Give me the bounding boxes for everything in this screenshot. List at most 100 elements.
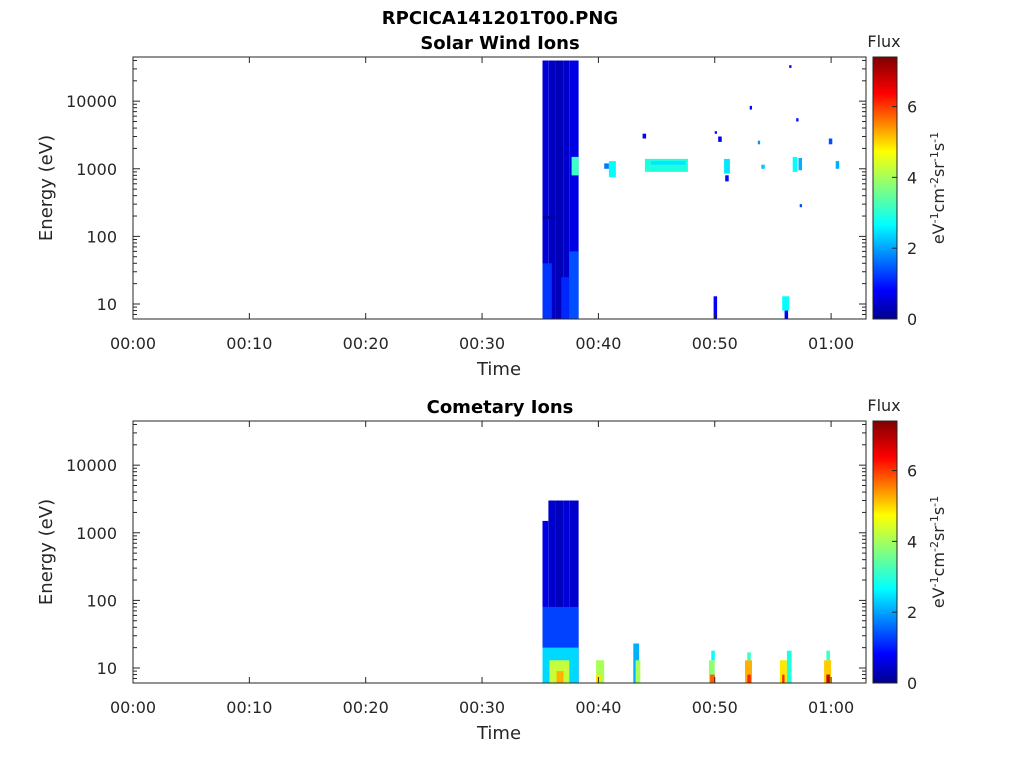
heatmap-cell (779, 660, 787, 683)
y-axis-label: Energy (eV) (36, 499, 57, 605)
heatmap-cell (596, 660, 605, 683)
x-tick-label: 00:00 (110, 334, 156, 353)
heatmap-cell (828, 138, 833, 145)
x-axis-ticks: 00:00 00:10 00:20 00:30 00:40 00:50 01:00 (110, 57, 854, 353)
x-tick-label: 00:50 (692, 334, 738, 353)
heatmap-cell (747, 652, 751, 661)
heatmap-cell (761, 164, 765, 169)
colorbar: 0 2 4 6 Flux eV-1cm-2sr-1s-1 (867, 32, 948, 329)
x-tick-label: 00:30 (459, 698, 505, 717)
y-tick-label: 100 (86, 591, 117, 610)
heatmap-cell (650, 161, 686, 165)
heatmap-cell (569, 500, 579, 683)
x-tick-label: 00:30 (459, 334, 505, 353)
colorbar-unit-label: eV-1cm-2sr-1s-1 (928, 496, 949, 608)
y-tick-label: 10000 (66, 92, 117, 111)
heatmap-cell (561, 277, 570, 319)
plot-frame (132, 56, 867, 320)
colorbar-tick-label: 2 (907, 239, 917, 258)
x-tick-label: 00:20 (343, 698, 389, 717)
colorbar: 0 2 4 6 Flux eV-1cm-2sr-1s-1 (867, 396, 948, 693)
heatmap-cell (563, 60, 570, 319)
heatmap-cell (555, 60, 564, 319)
y-axis-ticks: 10 100 1000 10000 (66, 59, 866, 320)
colorbar-ticks: 0 2 4 6 (892, 462, 917, 693)
colorbar-tick-label: 0 (907, 310, 917, 329)
panel-title: Cometary Ions (427, 397, 574, 418)
heatmap-cell (604, 163, 609, 169)
heatmap-cell (786, 650, 792, 683)
heatmap-cell (569, 251, 579, 319)
x-tick-label: 01:00 (808, 698, 854, 717)
heatmap-cell (782, 296, 790, 311)
heatmap-cell (724, 158, 730, 174)
y-tick-label: 10000 (66, 456, 117, 475)
heatmap-cell (789, 65, 792, 68)
y-tick-label: 1000 (76, 524, 117, 543)
x-axis-label: Time (476, 359, 521, 380)
colorbar-ticks: 0 2 4 6 (892, 98, 917, 329)
heatmap-cell (542, 520, 549, 683)
colorbar-tick-label: 2 (907, 603, 917, 622)
heatmap-cell (826, 650, 830, 661)
x-tick-label: 00:20 (343, 334, 389, 353)
heatmap-cell (757, 140, 761, 145)
heatmap-cell (608, 161, 616, 178)
heatmap-cell (635, 660, 641, 683)
heatmap-cell (713, 296, 718, 319)
x-tick-label: 00:00 (110, 698, 156, 717)
heatmap-cell (792, 156, 798, 172)
colorbar-tick-label: 4 (907, 532, 917, 551)
heatmap-cell (725, 175, 729, 182)
y-tick-label: 10 (97, 295, 117, 314)
x-tick-label: 00:40 (575, 334, 621, 353)
plot-frame (132, 420, 867, 684)
x-tick-label: 00:10 (226, 334, 272, 353)
heatmap-cell (548, 500, 556, 683)
heatmap-cell (711, 650, 715, 661)
heatmap-cell (556, 671, 564, 683)
heatmap-cell (710, 674, 715, 683)
x-axis-ticks: 00:00 00:10 00:20 00:30 00:40 00:50 01:00 (110, 421, 854, 717)
heatmap-cell (542, 60, 549, 319)
y-tick-label: 10 (97, 659, 117, 678)
heatmap-cell (548, 60, 556, 319)
figure-title: RPCICA141201T00.PNG (382, 8, 618, 29)
heatmap-cell (826, 674, 830, 683)
heatmap-cell (782, 674, 785, 683)
x-tick-label: 00:50 (692, 698, 738, 717)
heatmap-cell (644, 158, 688, 172)
heatmap-cell (571, 156, 579, 176)
y-tick-label: 100 (86, 227, 117, 246)
colorbar-title: Flux (867, 396, 900, 415)
x-tick-label: 01:00 (808, 334, 854, 353)
panel-solar-wind-ions: Solar Wind Ions 00:00 00:10 00:20 00:30 00:4… (36, 32, 948, 380)
colorbar-title: Flux (867, 32, 900, 51)
heatmap-cell (555, 500, 564, 683)
colorbar-gradient (872, 420, 898, 684)
colorbar-tick-label: 4 (907, 168, 917, 187)
heatmap-cell (824, 660, 832, 683)
colorbar-tick-label: 0 (907, 674, 917, 693)
heatmap-cell (798, 157, 802, 171)
heatmap-cell (796, 118, 799, 122)
heatmap-cell (745, 660, 752, 683)
panel-title: Solar Wind Ions (420, 33, 579, 54)
heatmap-cell (642, 133, 647, 139)
colorbar-tick-label: 6 (907, 462, 917, 481)
y-axis-label: Energy (eV) (36, 135, 57, 241)
heatmap-cell (708, 660, 715, 683)
heatmap-cell (747, 674, 751, 683)
x-tick-label: 00:40 (575, 698, 621, 717)
panel-cometary-ions: Cometary Ions 00:00 00:10 00:20 00:30 00:40 0… (36, 396, 948, 744)
heatmap-cells (542, 500, 832, 683)
heatmap-cell (563, 500, 570, 683)
heatmap-cell (542, 216, 556, 220)
heatmap-cell (799, 204, 802, 208)
heatmap-cells (542, 60, 840, 319)
heatmap-cell (718, 136, 722, 142)
colorbar-gradient (872, 56, 898, 320)
heatmap-cell (835, 161, 840, 169)
colorbar-tick-label: 6 (907, 98, 917, 117)
